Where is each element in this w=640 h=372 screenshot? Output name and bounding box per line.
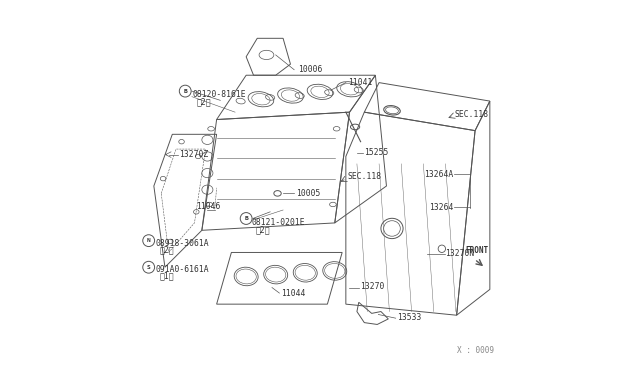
Text: SEC.118: SEC.118 (455, 110, 489, 119)
Text: 13270: 13270 (360, 282, 384, 291)
Text: X : 0009: X : 0009 (456, 346, 493, 355)
Text: （2）: （2） (159, 245, 174, 254)
Text: 13264A: 13264A (424, 170, 454, 179)
Text: （1）: （1） (159, 272, 174, 280)
Text: 11041: 11041 (348, 78, 372, 87)
Text: 10005: 10005 (296, 189, 321, 198)
Text: 08918-3061A: 08918-3061A (156, 239, 209, 248)
Text: SEC.118: SEC.118 (348, 172, 382, 181)
Text: S: S (147, 265, 150, 270)
Text: 091A0-6161A: 091A0-6161A (156, 265, 209, 274)
Text: 15255: 15255 (364, 148, 388, 157)
Text: 08120-8161E: 08120-8161E (193, 90, 246, 99)
Text: FRONT: FRONT (465, 246, 488, 255)
Text: 10006: 10006 (298, 65, 322, 74)
Text: （2）: （2） (196, 97, 211, 106)
Text: 08121-0201E: 08121-0201E (252, 218, 305, 227)
Text: 11044: 11044 (281, 289, 306, 298)
Text: B: B (183, 89, 187, 94)
Text: N: N (147, 238, 150, 243)
Text: B: B (244, 216, 248, 221)
Text: 13264: 13264 (429, 203, 454, 212)
Text: （2）: （2） (255, 225, 270, 234)
Text: 13270Z: 13270Z (179, 150, 208, 159)
Text: 13270N: 13270N (445, 249, 475, 258)
Text: 13533: 13533 (397, 313, 421, 322)
Text: 11046: 11046 (196, 202, 221, 211)
